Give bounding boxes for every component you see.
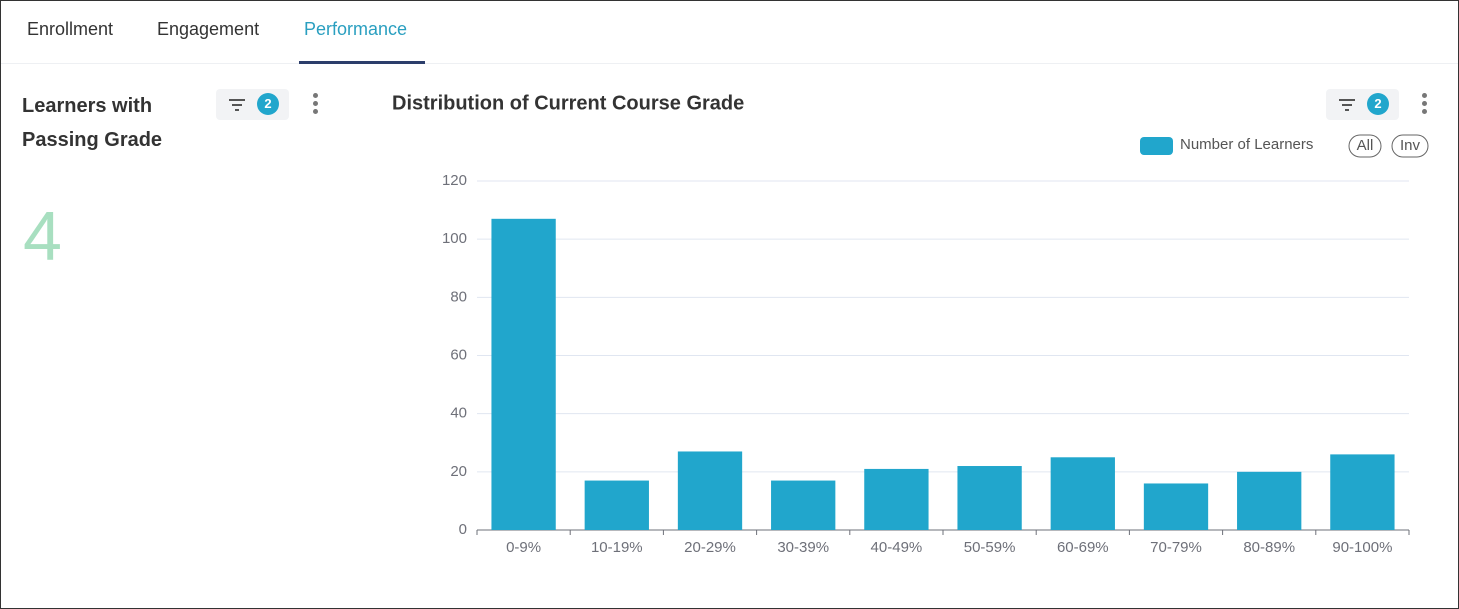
x-tick-label: 30-39%: [777, 539, 829, 556]
x-tick-label: 20-29%: [684, 539, 736, 556]
tab-bar: Enrollment Engagement Performance: [1, 1, 1458, 64]
x-tick-label: 90-100%: [1332, 539, 1392, 556]
x-tick-label: 0-9%: [506, 539, 541, 556]
x-tick-label: 60-69%: [1057, 539, 1109, 556]
card-title: Learners with Passing Grade: [22, 95, 163, 151]
tab[interactable]: Performance: [304, 19, 408, 39]
x-tick-label: 10-19%: [591, 539, 643, 556]
x-tick-label: 40-49%: [871, 539, 923, 556]
tab[interactable]: Enrollment: [27, 19, 114, 39]
y-tick-label: 80: [450, 288, 467, 305]
x-tick-label: 80-89%: [1243, 539, 1295, 556]
bar: [1237, 471, 1302, 530]
legend-button-label[interactable]: Inv: [1400, 137, 1421, 154]
y-tick-label: 20: [450, 463, 467, 480]
x-tick-label: 70-79%: [1150, 539, 1202, 556]
bar: [1330, 454, 1395, 530]
bar: [677, 451, 743, 530]
bar: [771, 480, 836, 530]
bar: [864, 468, 929, 530]
x-tick-label: 50-59%: [964, 539, 1016, 556]
y-tick-label: 0: [459, 521, 467, 538]
bar: [1143, 483, 1209, 530]
kpi-value: 4: [23, 197, 62, 275]
y-tick-label: 120: [442, 172, 467, 189]
filter-icon: [1339, 99, 1355, 111]
active-tab-indicator: [299, 61, 425, 64]
bar: [1050, 457, 1115, 530]
tab[interactable]: Engagement: [157, 19, 260, 39]
legend-swatch: [1140, 137, 1173, 155]
filter-button[interactable]: 2: [1326, 89, 1399, 120]
more-menu[interactable]: [313, 93, 318, 117]
bar: [584, 480, 649, 530]
legend-button[interactable]: [1391, 134, 1429, 158]
filter-badge: 2: [257, 93, 279, 115]
legend-button-label[interactable]: All: [1357, 137, 1374, 154]
y-tick-label: 40: [450, 405, 467, 422]
legend-label: Number of Learners: [1180, 136, 1313, 153]
filter-button[interactable]: 2: [216, 89, 289, 120]
filter-icon: [229, 99, 245, 111]
y-tick-label: 100: [442, 230, 467, 247]
bar: [957, 466, 1022, 530]
bar: [491, 218, 556, 530]
filter-badge: 2: [1367, 93, 1389, 115]
y-tick-label: 60: [450, 346, 467, 363]
legend-button[interactable]: [1348, 134, 1382, 158]
more-menu[interactable]: [1422, 93, 1427, 117]
chart-title: Distribution of Current Course Grade: [392, 92, 744, 114]
